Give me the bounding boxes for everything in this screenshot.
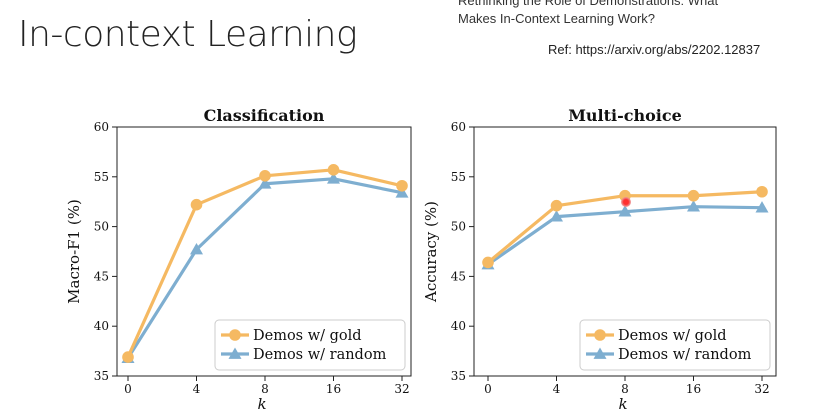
x-tick-label: 4	[553, 382, 561, 396]
legend-marker	[229, 329, 241, 341]
x-tick-label: 0	[484, 382, 492, 396]
y-axis-label: Macro-F1 (%)	[65, 199, 83, 304]
y-tick-label: 60	[94, 120, 109, 134]
data-point	[122, 351, 134, 363]
legend-marker	[228, 347, 242, 359]
data-point	[687, 189, 700, 202]
chart-classification: Classification 35 40 45 50 55 60 0 4 8 16 32 k Macro-…	[65, 106, 412, 413]
y-tick-label: 35	[451, 369, 466, 383]
plot-frame	[116, 126, 412, 377]
y-tick-label: 45	[94, 269, 109, 283]
y-tick-label: 60	[451, 120, 466, 134]
data-point	[756, 185, 768, 198]
data-point	[550, 199, 563, 212]
data-point	[755, 201, 769, 213]
y-tick-label: 35	[94, 369, 109, 383]
x-tick-label: 16	[686, 382, 701, 396]
x-tick-label: 32	[754, 382, 769, 396]
y-tick-label: 45	[451, 269, 466, 283]
legend-marker	[594, 329, 606, 341]
x-tick-label: 32	[394, 382, 409, 396]
chart-multi-choice: Multi-choice 35 40 45 50 55 60 0 4 8 16 32 k Accuracy…	[422, 106, 777, 413]
x-tick-label: 8	[261, 382, 269, 396]
paper-title-line-1: Rethinking the Role of Demonstrations: W…	[458, 0, 719, 8]
data-point	[395, 186, 409, 198]
y-tick-label: 40	[451, 319, 466, 333]
data-point	[550, 210, 563, 222]
paper-title-line-2: Makes In-Context Learning Work?	[458, 11, 656, 26]
y-tick-label: 40	[94, 319, 109, 333]
pointer-cursor-icon	[621, 197, 631, 207]
data-point	[259, 170, 271, 182]
data-point	[190, 243, 203, 255]
x-tick-label: 4	[193, 382, 201, 396]
x-axis-label: k	[257, 395, 266, 413]
legend-label: Demos w/ gold	[618, 328, 727, 344]
chart-title: Classification	[204, 106, 325, 125]
legend-marker	[593, 347, 607, 359]
legend: Demos w/ gold Demos w/ random	[579, 319, 771, 371]
data-point	[190, 198, 203, 211]
y-tick-label: 50	[451, 220, 466, 234]
data-point	[327, 164, 340, 176]
legend-box	[579, 319, 771, 371]
paper-title: Rethinking the Role of Demonstrations: W…	[458, 0, 788, 28]
chart-title: Multi-choice	[568, 106, 682, 125]
data-point	[482, 256, 494, 269]
data-point	[687, 200, 700, 212]
x-axis-label: k	[618, 395, 627, 413]
x-tick-label: 0	[124, 382, 132, 396]
y-tick-label: 55	[451, 170, 466, 184]
data-point	[258, 177, 272, 189]
slide-title: In-context Learning	[18, 14, 358, 55]
data-point	[618, 205, 632, 217]
legend: Demos w/ gold Demos w/ random	[214, 319, 406, 371]
y-tick-label: 55	[94, 170, 109, 184]
x-tick-label: 8	[621, 382, 629, 396]
data-point	[327, 172, 340, 184]
reference-link[interactable]: Ref: https://arxiv.org/abs/2202.12837	[548, 42, 761, 57]
legend-label: Demos w/ random	[253, 347, 387, 363]
legend-label: Demos w/ random	[618, 347, 752, 363]
x-tick-label: 16	[326, 382, 341, 396]
data-point	[396, 179, 408, 192]
y-tick-label: 50	[94, 220, 109, 234]
legend-box	[214, 319, 406, 371]
legend-label: Demos w/ gold	[253, 328, 362, 344]
y-axis-label: Accuracy (%)	[422, 201, 440, 303]
